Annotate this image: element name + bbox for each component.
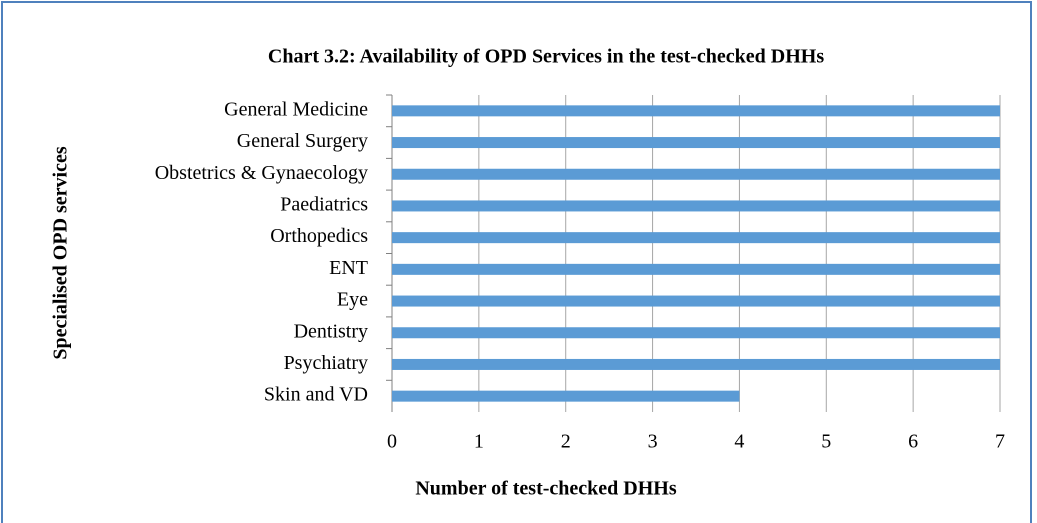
y-tick-label: Dentistry bbox=[294, 320, 368, 342]
bar bbox=[392, 200, 1000, 212]
x-tick-label: 4 bbox=[734, 431, 744, 453]
y-tick-label: Orthopedics bbox=[270, 225, 368, 247]
y-tick-label: Paediatrics bbox=[280, 194, 368, 216]
y-tick-label: Psychiatry bbox=[284, 352, 368, 374]
x-tick-label: 5 bbox=[821, 431, 831, 453]
x-tick-label: 6 bbox=[908, 431, 918, 453]
bar bbox=[392, 327, 1000, 339]
x-tick-label: 7 bbox=[995, 431, 1005, 453]
x-tick-label: 1 bbox=[474, 431, 484, 453]
y-tick-label: Skin and VD bbox=[264, 384, 368, 406]
chart-title: Chart 3.2: Availability of OPD Services … bbox=[268, 46, 824, 68]
y-tick-label: Eye bbox=[337, 289, 368, 311]
y-tick-label: Obstetrics & Gynaecology bbox=[155, 162, 368, 184]
y-tick-label: General Medicine bbox=[224, 98, 368, 120]
y-axis-label: Specialised OPD services bbox=[50, 146, 72, 360]
bar bbox=[392, 137, 1000, 149]
x-tick-label: 0 bbox=[387, 431, 397, 453]
bar bbox=[392, 390, 740, 402]
bar bbox=[392, 232, 1000, 244]
bar bbox=[392, 295, 1000, 307]
y-tick-label: General Surgery bbox=[237, 130, 368, 152]
bar bbox=[392, 168, 1000, 180]
y-tick-label: ENT bbox=[329, 257, 368, 279]
bar bbox=[392, 358, 1000, 370]
x-tick-label: 3 bbox=[648, 431, 658, 453]
x-axis-label: Number of test-checked DHHs bbox=[415, 478, 676, 500]
x-tick-label: 2 bbox=[561, 431, 571, 453]
bar bbox=[392, 263, 1000, 275]
bar bbox=[392, 105, 1000, 117]
